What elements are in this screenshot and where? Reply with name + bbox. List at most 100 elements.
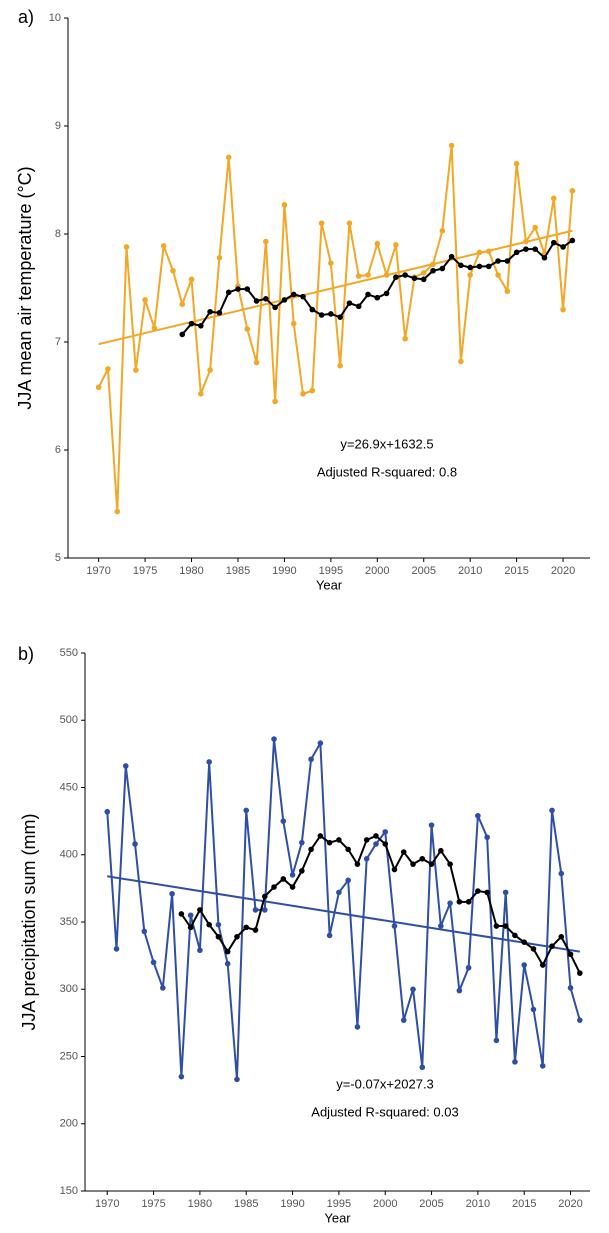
point [363, 855, 370, 862]
point [271, 736, 277, 742]
point [280, 876, 287, 882]
point [532, 246, 538, 252]
point [337, 314, 343, 320]
point [504, 258, 511, 264]
point [383, 290, 390, 297]
x-tick-label: 1975 [133, 565, 157, 577]
point [318, 312, 325, 318]
point [539, 962, 546, 968]
point [355, 303, 362, 310]
point [123, 244, 130, 250]
point [476, 263, 483, 270]
point [465, 899, 472, 905]
point [541, 254, 548, 261]
point [114, 508, 121, 515]
x-tick-label: 1975 [141, 1198, 165, 1210]
point [308, 756, 314, 763]
x-axis-title: Year [316, 577, 343, 592]
point [178, 911, 185, 917]
point [411, 275, 418, 282]
point [244, 286, 251, 292]
point [400, 849, 407, 855]
point [567, 951, 574, 958]
point [104, 808, 111, 815]
point [299, 868, 305, 874]
point [456, 987, 463, 994]
y-tick-label: 550 [60, 647, 78, 659]
point [521, 962, 528, 968]
point [504, 288, 511, 295]
point [188, 320, 195, 327]
point [438, 923, 444, 929]
y-tick-label: 150 [60, 1185, 78, 1197]
point [400, 1017, 407, 1023]
point [428, 861, 435, 867]
point [169, 890, 175, 897]
point [197, 947, 203, 954]
x-tick-label: 2015 [504, 565, 528, 577]
point [179, 331, 186, 338]
point [328, 311, 334, 317]
y-axis-title: JJA precipitation sum (mm) [19, 813, 39, 1030]
point [225, 289, 232, 296]
y-tick-label: 500 [60, 714, 78, 726]
point [289, 884, 296, 890]
point [558, 870, 565, 877]
point [475, 888, 481, 894]
point [326, 932, 333, 939]
point [281, 297, 288, 303]
point [549, 807, 555, 814]
point [243, 807, 250, 814]
point [495, 272, 501, 278]
point [560, 306, 566, 313]
point [513, 161, 520, 167]
point [530, 946, 537, 952]
annotation: Adjusted R-squared: 0.8 [317, 464, 457, 479]
point [261, 893, 268, 900]
point [317, 740, 324, 746]
x-tick-label: 2020 [558, 1198, 582, 1210]
point [539, 1063, 546, 1069]
point [346, 300, 353, 306]
point [290, 291, 297, 298]
point [308, 846, 314, 853]
point [456, 899, 463, 905]
x-tick-label: 2015 [512, 1198, 536, 1210]
x-tick-label: 2000 [373, 1198, 397, 1210]
point [243, 924, 250, 931]
point [290, 320, 297, 327]
y-tick-label: 5 [55, 552, 61, 564]
point [328, 260, 334, 266]
point [235, 286, 241, 292]
point [374, 294, 381, 301]
point [263, 238, 269, 245]
point [198, 323, 204, 329]
point [198, 391, 204, 397]
point [337, 362, 343, 369]
point [393, 274, 399, 281]
point [420, 276, 427, 283]
point [336, 837, 342, 843]
point [439, 265, 446, 272]
point [458, 262, 464, 269]
series-line [97, 145, 574, 512]
x-tick-label: 1990 [280, 1198, 304, 1210]
point [336, 889, 342, 896]
point [141, 928, 148, 935]
x-tick-label: 1980 [188, 1198, 212, 1210]
point [569, 237, 576, 244]
x-tick-label: 1995 [327, 1198, 351, 1210]
point [179, 301, 186, 308]
point [300, 293, 306, 300]
point [512, 1059, 518, 1065]
x-tick-label: 2005 [411, 565, 435, 577]
x-tick-label: 2010 [458, 565, 482, 577]
annotation: y=-0.07x+2027.3 [336, 1076, 434, 1091]
point [448, 253, 455, 260]
y-tick-label: 9 [55, 120, 61, 132]
x-tick-label: 1970 [86, 565, 110, 577]
series-line [106, 738, 581, 1080]
point [493, 923, 500, 929]
point [402, 272, 408, 278]
